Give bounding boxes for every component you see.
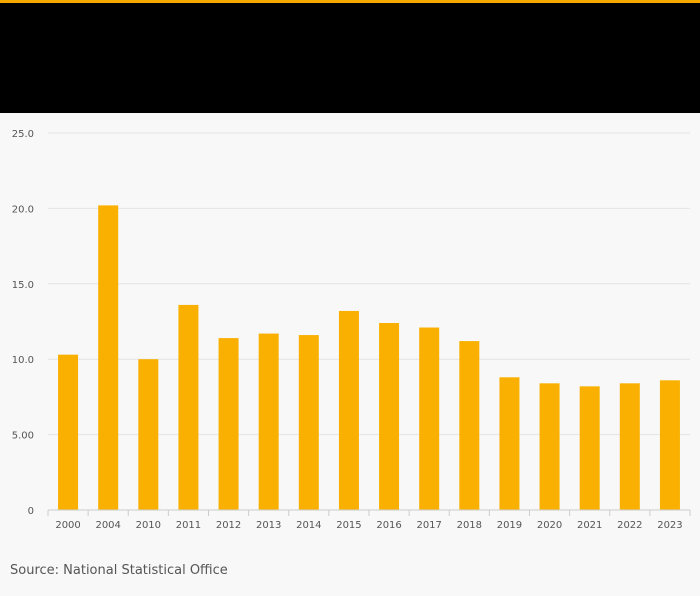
x-tick-label: 2021	[577, 520, 602, 531]
x-tick-label: 2010	[136, 520, 161, 531]
y-tick-label: 20.0	[12, 204, 34, 215]
source-note: Source: National Statistical Office	[10, 563, 228, 578]
bar	[298, 335, 319, 510]
x-tick-label: 2020	[537, 520, 562, 531]
x-tick-label: 2011	[176, 520, 201, 531]
bar	[98, 205, 119, 510]
bar	[138, 359, 159, 510]
y-tick-label: 15.0	[12, 280, 34, 291]
bar	[379, 323, 400, 510]
y-tick-label: 0	[28, 506, 34, 517]
bars	[58, 205, 680, 510]
x-tick-label: 2016	[376, 520, 401, 531]
y-tick-label: 10.0	[12, 355, 34, 366]
bar	[499, 377, 520, 510]
top-accent-bar	[0, 0, 700, 3]
bar	[539, 383, 560, 510]
y-axis-ticks: 0 5.00 10.0 15.0 20.0 25.0	[12, 129, 34, 517]
x-tick-label: 2015	[336, 520, 361, 531]
x-tick-label: 2013	[256, 520, 281, 531]
y-tick-label: 25.0	[12, 129, 34, 140]
x-tick-label: 2019	[497, 520, 522, 531]
header-band	[0, 3, 700, 113]
x-tick-label: 2000	[55, 520, 80, 531]
x-tick-label: 2022	[617, 520, 642, 531]
bar	[459, 341, 480, 510]
x-tick-label: 2018	[457, 520, 482, 531]
bar	[338, 310, 359, 510]
bar	[258, 333, 279, 510]
y-tick-label: 5.00	[12, 431, 34, 442]
x-tick-label: 2012	[216, 520, 241, 531]
x-axis-ticks: 2000 2004 2010 2011 2012 2013 2014 2015 2016 2017…	[55, 520, 682, 531]
x-tick-label: 2004	[95, 520, 120, 531]
x-tick-label: 2014	[296, 520, 321, 531]
bar	[579, 386, 600, 510]
bar	[58, 354, 79, 510]
x-tick-label: 2023	[657, 520, 682, 531]
bar	[419, 327, 440, 510]
bar	[178, 304, 199, 510]
x-tick-label: 2017	[416, 520, 441, 531]
bar	[619, 383, 640, 510]
x-axis	[47, 509, 691, 516]
bar	[659, 380, 680, 510]
bar	[218, 338, 239, 510]
